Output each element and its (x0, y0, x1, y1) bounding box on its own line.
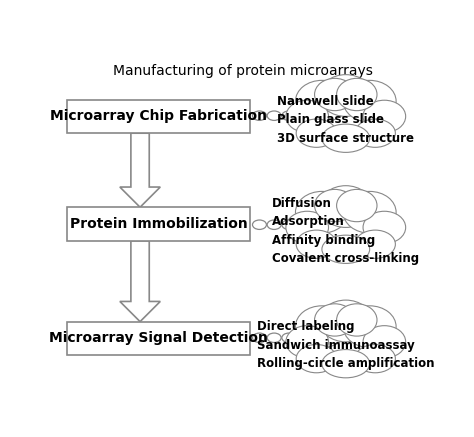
Text: Direct labeling
Sandwich immunoassay
Rolling-circle amplification: Direct labeling Sandwich immunoassay Rol… (257, 320, 435, 370)
Ellipse shape (286, 100, 328, 132)
Ellipse shape (322, 124, 370, 153)
Ellipse shape (355, 119, 395, 147)
Ellipse shape (363, 211, 406, 243)
Ellipse shape (295, 191, 348, 233)
Ellipse shape (253, 220, 266, 229)
Text: Microarray Chip Fabrication: Microarray Chip Fabrication (50, 109, 267, 123)
Ellipse shape (295, 80, 348, 122)
Ellipse shape (319, 300, 372, 342)
Ellipse shape (267, 220, 281, 229)
Ellipse shape (319, 75, 372, 116)
Ellipse shape (301, 93, 390, 147)
Ellipse shape (301, 318, 390, 372)
Text: Manufacturing of protein microarrays: Manufacturing of protein microarrays (113, 64, 373, 78)
Polygon shape (120, 133, 160, 207)
Ellipse shape (343, 80, 396, 122)
Ellipse shape (355, 230, 395, 258)
Ellipse shape (253, 111, 266, 121)
Ellipse shape (322, 235, 370, 264)
Ellipse shape (295, 306, 348, 347)
Ellipse shape (319, 186, 372, 227)
Ellipse shape (315, 189, 355, 222)
Polygon shape (120, 241, 160, 322)
Ellipse shape (343, 306, 396, 347)
Ellipse shape (282, 220, 296, 229)
Ellipse shape (286, 211, 328, 243)
Ellipse shape (282, 111, 296, 121)
Ellipse shape (296, 230, 337, 258)
Ellipse shape (322, 350, 370, 378)
Ellipse shape (282, 333, 296, 343)
Ellipse shape (315, 78, 355, 111)
Bar (66, 207, 250, 241)
Ellipse shape (363, 326, 406, 358)
Ellipse shape (337, 78, 377, 111)
Ellipse shape (363, 100, 406, 132)
Text: Nanowell slide
Plain glass slide
3D surface structure: Nanowell slide Plain glass slide 3D surf… (277, 95, 414, 145)
Text: Microarray Signal Detection: Microarray Signal Detection (49, 331, 268, 346)
Ellipse shape (301, 204, 390, 258)
Text: Diffusion
Adsorption
Affinity binding
Covalent cross-linking: Diffusion Adsorption Affinity binding Co… (272, 197, 419, 265)
Text: Protein Immobilization: Protein Immobilization (70, 217, 247, 231)
Ellipse shape (315, 304, 355, 336)
Ellipse shape (253, 333, 266, 343)
Ellipse shape (337, 304, 377, 336)
Ellipse shape (343, 191, 396, 233)
Ellipse shape (267, 111, 281, 121)
Ellipse shape (286, 326, 328, 358)
Ellipse shape (355, 344, 395, 373)
Ellipse shape (296, 119, 337, 147)
Bar (66, 100, 250, 133)
Ellipse shape (267, 333, 281, 343)
Ellipse shape (296, 344, 337, 373)
Ellipse shape (337, 189, 377, 222)
Bar (66, 322, 250, 355)
